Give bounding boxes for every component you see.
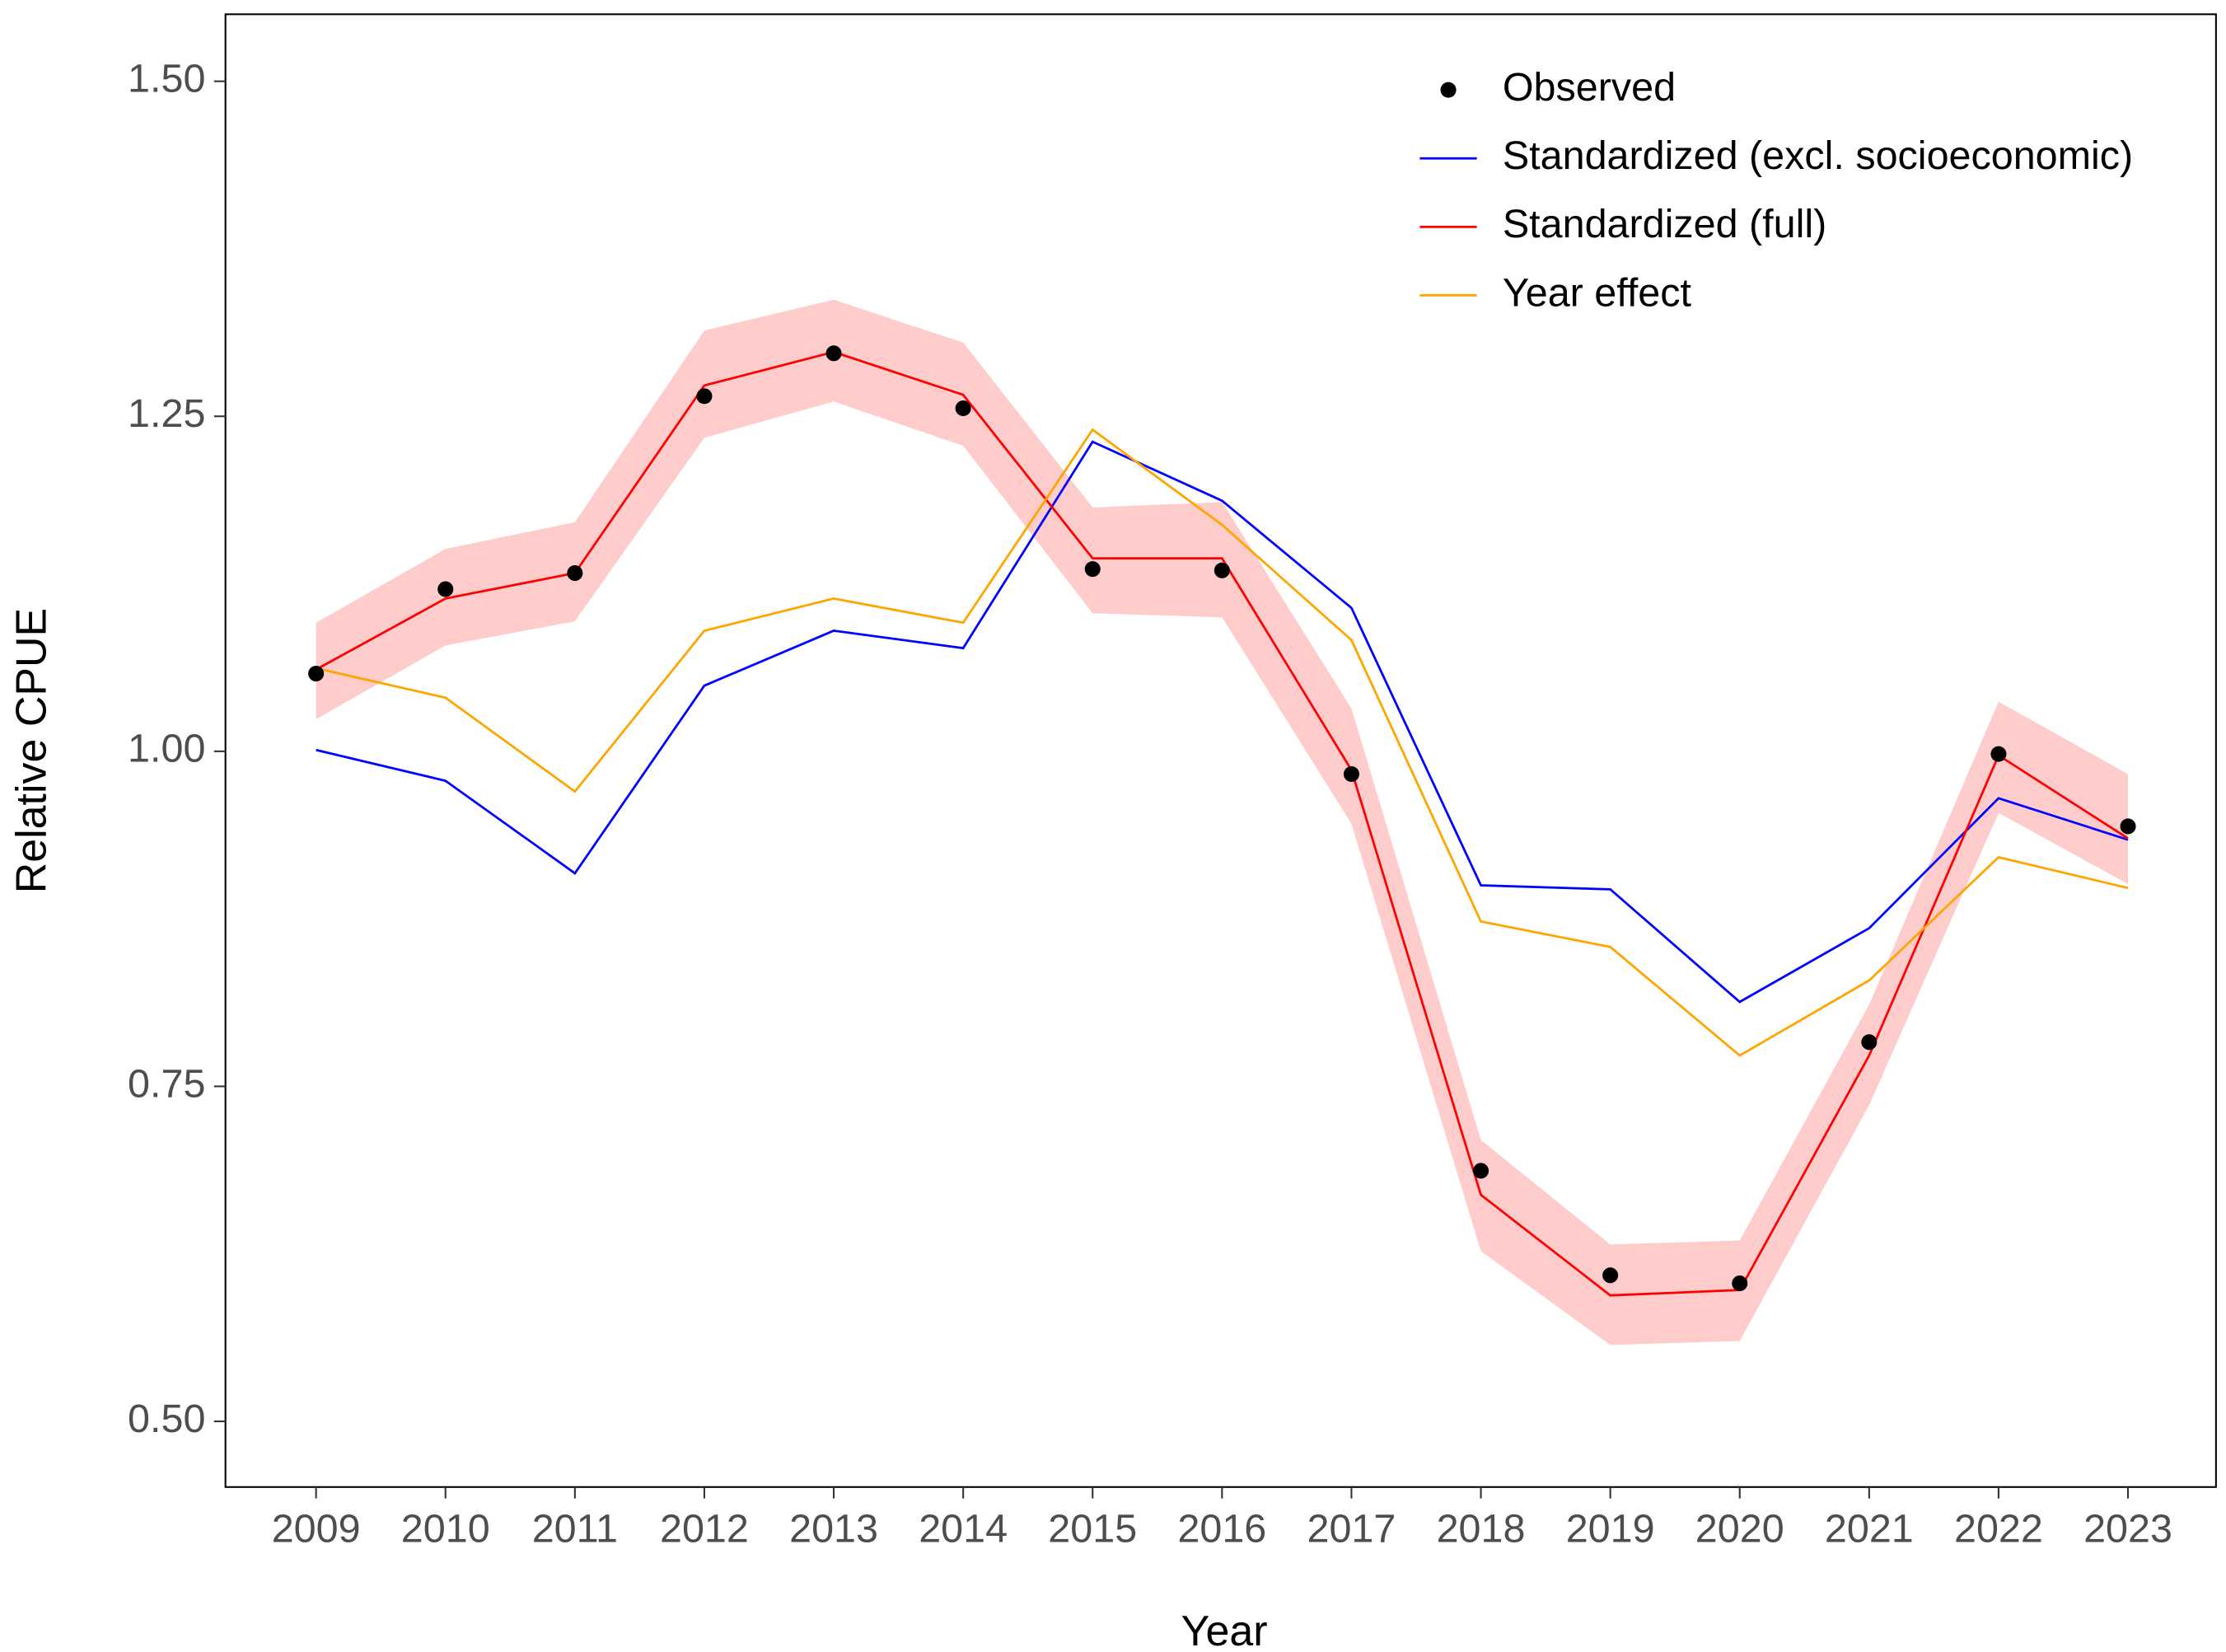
y-tick-label: 0.50 [128,1397,205,1441]
data-point [1861,1034,1878,1051]
data-point [1732,1275,1748,1292]
legend-label: Standardized (excl. socioeconomic) [1503,133,2133,178]
y-axis-title: Relative CPUE [7,608,55,893]
data-point [696,388,713,405]
data-point [1343,765,1359,783]
series-line [315,350,2129,1297]
y-tick-label: 0.75 [128,1061,205,1106]
data-point [2120,818,2136,835]
data-point [1990,746,2007,762]
data-point [825,345,842,362]
legend-label: Observed [1503,65,1676,110]
y-tick-label: 1.25 [128,391,205,436]
x-tick-label: 2022 [1954,1506,2043,1551]
data-point [1084,561,1101,578]
data-point [955,400,971,417]
data-point [437,581,454,597]
legend-label: Standardized (full) [1503,202,1826,246]
plot-frame [224,13,2217,1488]
x-axis-title: Year [1181,1608,1268,1652]
confidence-band [316,299,2129,1345]
x-tick-label: 2013 [789,1506,878,1551]
data-point [1473,1163,1489,1179]
data-point [308,666,325,682]
x-tick-label: 2021 [1825,1506,1914,1551]
data-point [1602,1267,1619,1284]
series-line [316,428,2129,1057]
x-tick-label: 2020 [1695,1506,1784,1551]
x-tick-label: 2012 [660,1506,749,1551]
legend-label: Year effect [1503,270,1692,315]
x-tick-label: 2011 [532,1506,618,1551]
x-tick-label: 2009 [272,1506,361,1551]
legend-symbol [1440,82,1457,98]
y-tick-label: 1.50 [128,56,205,101]
x-tick-label: 2023 [2083,1506,2172,1551]
x-tick-label: 2019 [1566,1506,1655,1551]
series-line [316,440,2129,1004]
x-tick-label: 2018 [1437,1506,1526,1551]
x-tick-label: 2015 [1048,1506,1137,1551]
x-tick-label: 2010 [401,1506,490,1551]
data-point [1214,562,1230,578]
x-tick-label: 2014 [919,1506,1008,1551]
data-point [567,565,583,582]
x-tick-label: 2017 [1307,1506,1396,1551]
y-tick-label: 1.00 [128,727,205,771]
x-tick-label: 2016 [1177,1506,1266,1551]
